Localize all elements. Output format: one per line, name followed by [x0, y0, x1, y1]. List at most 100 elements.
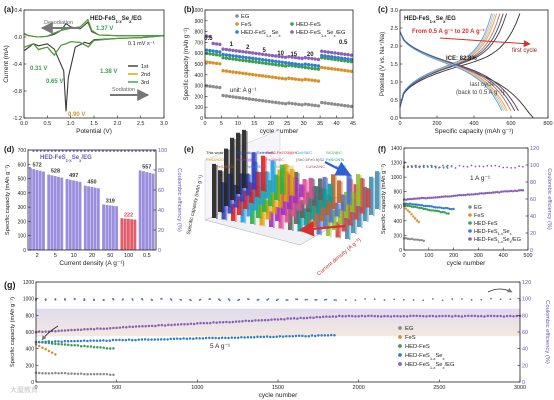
data-point — [214, 49, 219, 54]
data-point — [214, 61, 219, 66]
data-point — [260, 74, 265, 78]
data-point — [306, 298, 308, 301]
legend-label: FeS — [241, 22, 252, 28]
data-point — [473, 314, 477, 318]
data-point — [86, 345, 89, 348]
data-point — [147, 324, 151, 328]
data-point — [267, 75, 271, 79]
data-point — [250, 72, 255, 77]
data-point — [54, 340, 57, 343]
data-point — [244, 72, 248, 76]
y-tick-label: 0 — [200, 116, 203, 122]
data-point — [490, 297, 492, 300]
data-point — [221, 56, 225, 60]
discharge-curve — [399, 31, 534, 118]
data-point — [273, 318, 277, 321]
data-point — [224, 94, 229, 98]
data-point — [183, 323, 186, 326]
data-point — [243, 336, 246, 339]
data-point — [438, 166, 441, 169]
legend-label: 1st — [141, 64, 149, 70]
data-point — [389, 315, 393, 318]
data-point — [310, 103, 314, 107]
data-point — [428, 205, 431, 208]
data-point — [510, 166, 513, 169]
data-point — [336, 51, 340, 56]
data-point — [287, 54, 291, 59]
data-point — [131, 299, 134, 301]
data-point — [121, 338, 124, 342]
data-point — [483, 315, 486, 318]
data-point — [420, 206, 423, 210]
data-point — [410, 203, 414, 206]
y-tick-label: 2.5 — [390, 26, 398, 32]
data-point — [316, 67, 321, 71]
data-point — [108, 347, 112, 350]
x-tick-label: 500 — [523, 253, 532, 259]
y-axis-label: Specific capacity (mAh g⁻¹) — [186, 174, 205, 235]
data-point — [221, 52, 225, 57]
bar-3d-side — [361, 206, 363, 228]
data-point — [260, 318, 264, 322]
bar — [42, 171, 45, 250]
data-point — [458, 164, 461, 167]
data-point — [466, 193, 469, 196]
data-point — [433, 209, 437, 212]
bar-3d-side — [300, 194, 303, 212]
y-tick-label: 200 — [195, 94, 204, 100]
data-point — [428, 208, 431, 212]
data-point — [320, 334, 323, 337]
data-point — [101, 149, 105, 153]
data-point — [50, 351, 54, 354]
bar-3d — [375, 171, 379, 209]
y-tick-label: 200 — [26, 363, 35, 369]
panel-e: (e) This work Sn(Sodium/SeleniumFeS2-Fe2O3… — [184, 129, 381, 277]
data-point — [270, 75, 275, 79]
data-point — [89, 327, 93, 331]
data-point — [205, 321, 209, 325]
data-point — [422, 299, 425, 302]
data-point — [211, 336, 214, 340]
bar — [102, 204, 105, 250]
data-point — [93, 299, 95, 301]
data-point — [398, 362, 402, 366]
data-point — [57, 342, 60, 346]
bar-3d-side — [275, 193, 278, 215]
data-point — [267, 99, 271, 104]
bar-3d-side — [244, 200, 247, 224]
data-point — [325, 298, 328, 301]
data-point — [105, 339, 108, 342]
data-point — [502, 315, 506, 318]
y-tick-label: 2.0 — [390, 44, 398, 50]
data-point — [320, 65, 324, 70]
data-point — [398, 344, 402, 348]
data-point — [54, 149, 57, 153]
data-point — [402, 298, 405, 301]
data-point — [265, 335, 269, 338]
bar-3d-side — [241, 197, 243, 216]
data-point — [145, 149, 148, 153]
data-point — [333, 51, 337, 55]
data-point — [460, 315, 464, 318]
data-point — [264, 74, 268, 79]
x-tick-label: 35 — [317, 121, 323, 127]
data-point — [142, 149, 145, 153]
data-point — [64, 298, 66, 301]
data-point — [134, 325, 138, 328]
data-point — [480, 314, 483, 318]
data-point — [512, 315, 515, 318]
bar-3d — [327, 183, 332, 202]
data-point — [321, 315, 325, 319]
data-point — [254, 60, 258, 64]
data-point — [415, 165, 417, 167]
data-point — [122, 298, 125, 301]
data-point — [509, 298, 512, 300]
data-point — [214, 53, 219, 57]
data-point — [260, 52, 265, 56]
data-point — [254, 319, 257, 322]
data-point — [170, 299, 173, 301]
data-point — [326, 334, 330, 337]
data-point — [434, 165, 437, 168]
data-point — [430, 166, 433, 169]
y-tick-label: 1000 — [192, 8, 203, 14]
